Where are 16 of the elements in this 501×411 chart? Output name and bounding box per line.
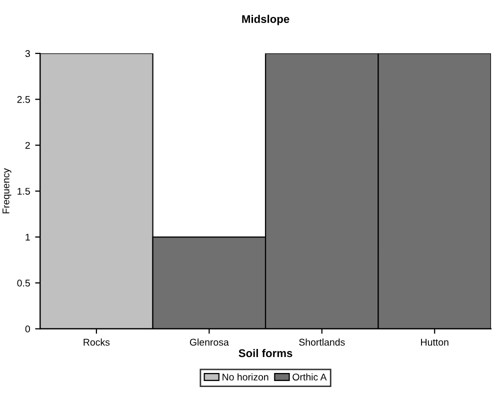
x-tick-label: Hutton xyxy=(421,338,448,346)
y-tick-label: 1.5 xyxy=(18,188,30,195)
y-tick-label: 2.5 xyxy=(17,96,30,103)
legend-label: Orthic A xyxy=(292,373,327,380)
x-tick-label: Shortlands xyxy=(299,338,345,346)
x-axis-title: Soil forms xyxy=(238,348,292,358)
y-tick-label: 0 xyxy=(25,326,30,332)
y-tick-label: 2 xyxy=(25,142,30,149)
x-tick-label: Rocks xyxy=(84,338,110,346)
y-axis-title: Frequency xyxy=(2,168,12,214)
y-tick-label: 0.5 xyxy=(17,280,30,287)
x-tick-label: Glenrosa xyxy=(190,338,229,346)
legend-label: No horizon xyxy=(222,373,268,380)
chart-title: Midslope xyxy=(242,14,290,26)
y-tick-label: 1 xyxy=(26,234,30,241)
y-tick-label: 3 xyxy=(25,50,30,58)
